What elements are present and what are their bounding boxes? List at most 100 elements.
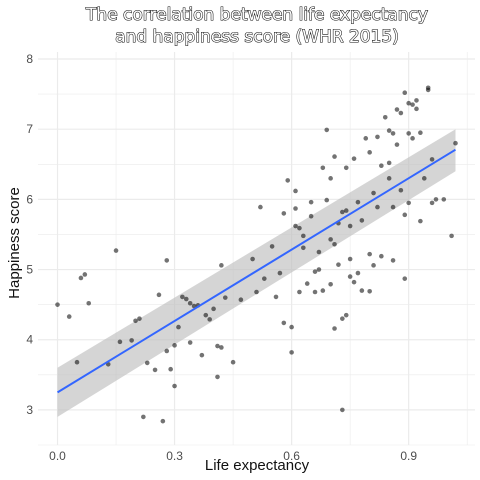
data-point xyxy=(207,317,212,322)
data-point xyxy=(293,188,298,194)
data-point xyxy=(343,165,349,171)
data-point xyxy=(219,263,224,268)
data-point xyxy=(398,110,404,116)
data-point xyxy=(289,324,294,330)
data-point xyxy=(82,272,88,277)
data-point xyxy=(301,233,306,239)
data-point xyxy=(304,281,310,286)
data-point xyxy=(336,262,341,267)
data-point xyxy=(359,288,365,293)
data-point xyxy=(359,218,365,223)
data-point xyxy=(332,154,337,159)
data-point xyxy=(386,160,392,166)
data-point xyxy=(453,140,458,146)
data-point xyxy=(191,303,197,309)
data-point xyxy=(180,294,185,300)
data-point xyxy=(328,281,333,287)
data-point xyxy=(141,414,146,420)
data-point xyxy=(320,288,326,293)
data-point xyxy=(293,223,298,229)
y-tick-label: 5 xyxy=(26,263,33,277)
data-point xyxy=(421,176,427,181)
data-point xyxy=(386,128,392,133)
data-point xyxy=(433,197,439,202)
data-point xyxy=(379,253,384,259)
data-point xyxy=(347,223,353,229)
data-point xyxy=(398,187,404,193)
data-point xyxy=(297,225,302,231)
data-point xyxy=(379,163,384,168)
data-point xyxy=(312,289,318,295)
data-point xyxy=(332,326,337,331)
data-point xyxy=(133,318,138,324)
data-point xyxy=(164,348,170,354)
data-point xyxy=(172,383,177,389)
x-tick-label: 0.0 xyxy=(49,449,66,463)
data-point xyxy=(74,359,80,365)
data-point xyxy=(172,343,177,348)
y-tick-label: 8 xyxy=(26,52,33,66)
data-point xyxy=(219,345,224,350)
data-point xyxy=(429,200,435,206)
data-point xyxy=(203,312,209,318)
y-tick-label: 7 xyxy=(26,122,33,136)
data-point xyxy=(363,136,369,141)
data-point xyxy=(324,197,330,203)
data-point xyxy=(394,142,400,147)
data-point xyxy=(355,270,361,276)
data-point xyxy=(281,320,287,326)
data-point xyxy=(144,360,150,366)
data-point xyxy=(375,204,380,210)
data-point xyxy=(293,206,298,211)
data-point xyxy=(277,270,283,276)
data-point xyxy=(281,211,287,216)
data-point xyxy=(449,233,454,239)
data-point xyxy=(289,350,294,355)
data-point xyxy=(156,292,162,298)
data-point xyxy=(187,300,193,306)
data-point xyxy=(308,199,314,205)
data-point xyxy=(215,374,220,380)
data-point xyxy=(367,251,372,257)
data-point xyxy=(308,213,314,219)
x-tick-label: 0.3 xyxy=(166,449,183,463)
data-point xyxy=(222,295,228,300)
data-point xyxy=(285,178,291,183)
data-point xyxy=(347,256,353,262)
data-point xyxy=(254,289,259,295)
data-point xyxy=(371,263,376,268)
data-point xyxy=(168,366,173,372)
x-tick-label: 0.9 xyxy=(400,449,417,463)
data-point xyxy=(117,339,123,345)
data-point xyxy=(187,340,193,345)
data-point xyxy=(55,302,60,307)
data-point xyxy=(262,276,267,281)
data-point xyxy=(375,134,380,140)
data-point xyxy=(406,200,411,206)
data-point xyxy=(402,212,408,218)
data-point xyxy=(297,289,302,295)
data-point xyxy=(340,407,345,413)
data-point xyxy=(211,306,216,312)
data-point xyxy=(394,107,400,112)
data-point xyxy=(386,176,392,181)
data-point xyxy=(78,275,84,281)
x-axis-title: Life expectancy xyxy=(205,457,310,474)
data-point xyxy=(113,248,119,253)
data-point xyxy=(382,114,388,120)
data-point xyxy=(86,300,92,306)
data-point xyxy=(332,241,337,247)
tick-labels: 0.0 0.3 0.6 0.9 3 4 5 6 7 8 xyxy=(26,52,417,463)
data-point xyxy=(441,197,447,202)
data-point xyxy=(390,204,396,210)
data-point xyxy=(273,294,279,300)
chart-title-line-1: The correlation between life expectancy xyxy=(85,5,428,25)
data-point xyxy=(367,289,372,294)
data-point xyxy=(340,316,345,321)
data-point xyxy=(160,418,166,424)
data-point xyxy=(301,245,306,251)
y-tick-label: 3 xyxy=(26,403,33,417)
data-point xyxy=(340,209,345,215)
